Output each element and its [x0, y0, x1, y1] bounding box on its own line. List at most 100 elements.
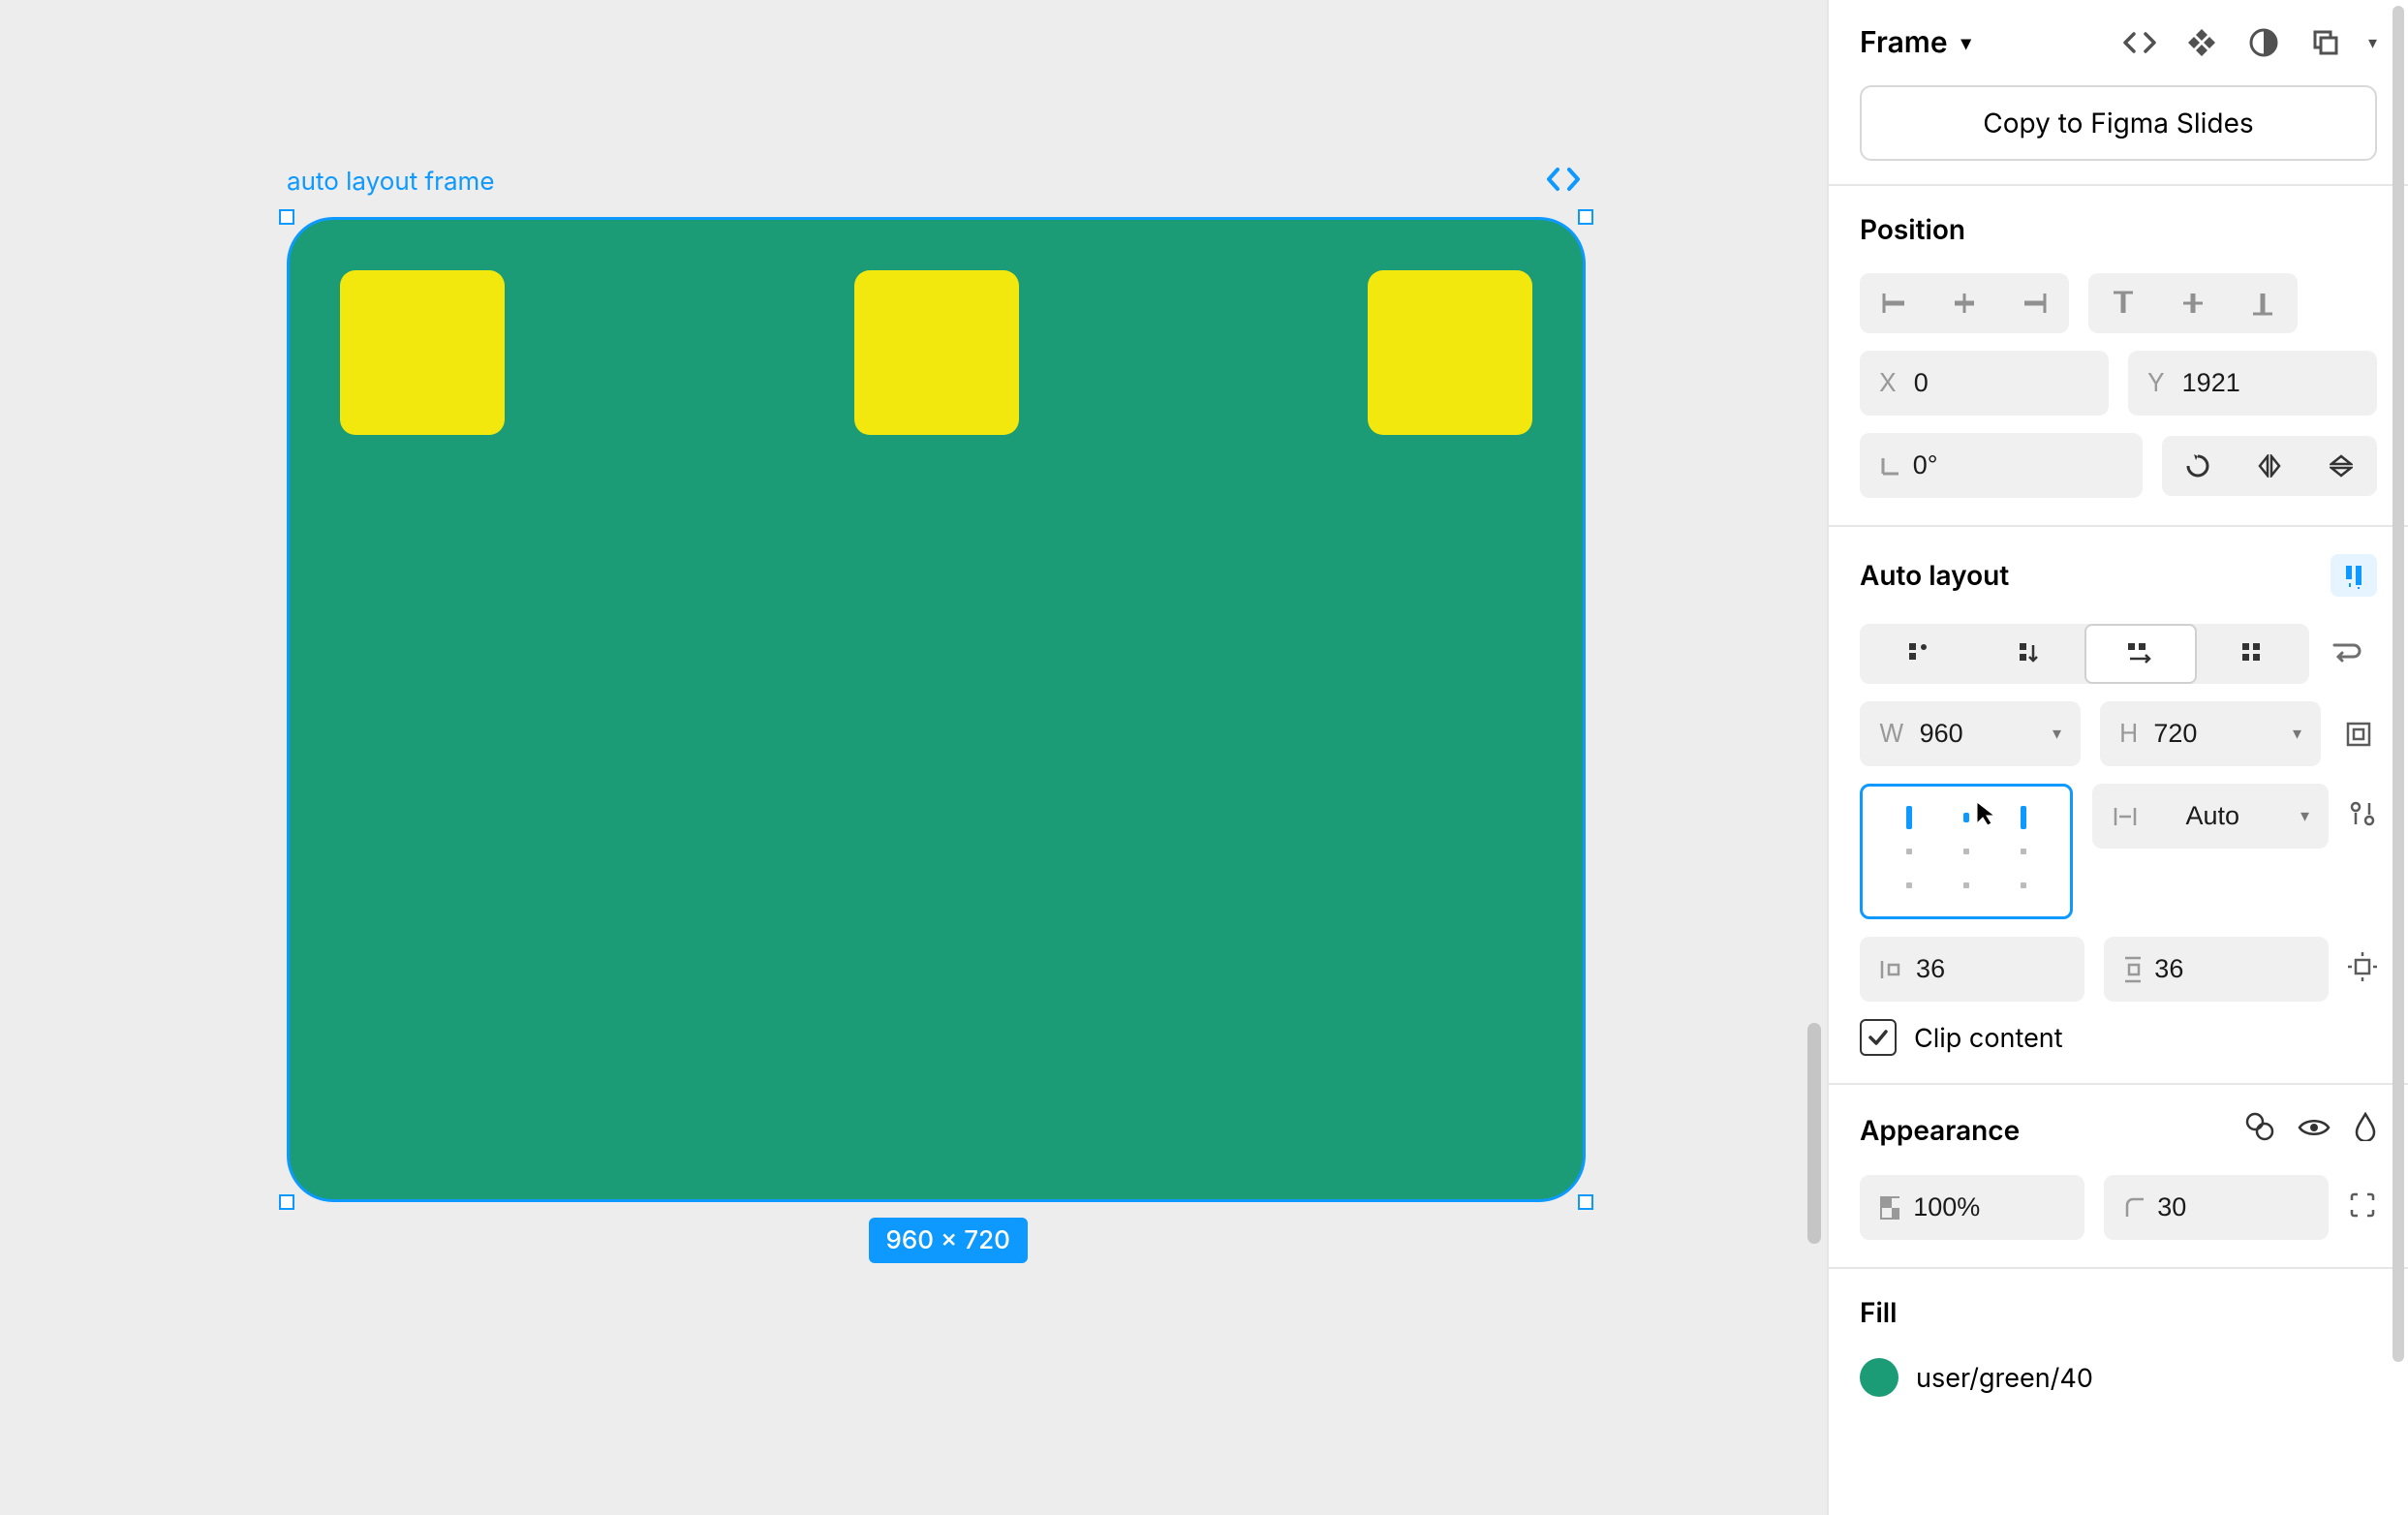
horizontal-padding-field[interactable]: [1860, 937, 2084, 1002]
align-bot-right[interactable]: [1995, 869, 2053, 903]
individual-padding-icon[interactable]: [2348, 952, 2377, 987]
auto-layout-settings-badge[interactable]: [2331, 554, 2377, 597]
alignment-grid[interactable]: [1860, 784, 2073, 919]
copy-to-slides-button[interactable]: Copy to Figma Slides: [1860, 85, 2377, 161]
position-section: Position X Y: [1829, 186, 2408, 525]
droplet-icon[interactable]: [2354, 1112, 2377, 1148]
align-left-button[interactable]: [1860, 273, 1929, 333]
gap-icon: [2112, 806, 2139, 827]
h-padding-icon: [1879, 959, 1902, 980]
x-input[interactable]: [1914, 368, 2089, 398]
align-bot-center[interactable]: [1937, 869, 1994, 903]
opacity-input[interactable]: [1913, 1192, 2065, 1222]
appearance-section: Appearance: [1829, 1085, 2408, 1267]
rotate-button[interactable]: [2162, 436, 2234, 496]
chevron-down-icon[interactable]: ▾: [2053, 724, 2061, 744]
align-top-center[interactable]: [1937, 800, 1994, 834]
rotation-field[interactable]: [1860, 433, 2143, 498]
resize-to-fit-icon[interactable]: [2340, 716, 2377, 753]
chevron-down-icon[interactable]: ▾: [2300, 806, 2309, 826]
dimensions-badge: 960 × 720: [869, 1218, 1028, 1263]
align-bot-left[interactable]: [1880, 869, 1937, 903]
flip-vertical-button[interactable]: [2305, 436, 2377, 496]
direction-wrap-button[interactable]: [2197, 624, 2309, 684]
height-input[interactable]: [2153, 719, 2231, 749]
direction-vertical-arrow-button[interactable]: [1972, 624, 2084, 684]
advanced-settings-icon[interactable]: [2348, 799, 2377, 834]
dev-mode-icon[interactable]: [1546, 167, 1581, 199]
fill-section: Fill: [1829, 1269, 2408, 1358]
position-title: Position: [1860, 213, 2377, 246]
appearance-title: Appearance: [1860, 1114, 2020, 1147]
canvas-scrollbar[interactable]: [1807, 1023, 1821, 1244]
direction-vertical-button[interactable]: [1860, 624, 1972, 684]
individual-corners-icon[interactable]: [2348, 1190, 2377, 1225]
align-mid-right[interactable]: [1995, 834, 2053, 868]
width-field[interactable]: W ▾: [1860, 701, 2081, 766]
duplicate-icon[interactable]: [2306, 23, 2345, 62]
chevron-down-icon: ▾: [1961, 31, 1971, 54]
opacity-field[interactable]: [1860, 1175, 2084, 1240]
fill-title: Fill: [1860, 1296, 2377, 1329]
height-field[interactable]: H ▾: [2100, 701, 2321, 766]
contrast-icon[interactable]: [2244, 23, 2283, 62]
auto-layout-title: Auto layout: [1860, 559, 2009, 592]
width-input[interactable]: [1920, 719, 1997, 749]
checkmark-icon: [1867, 1026, 1890, 1049]
v-padding-icon: [2123, 955, 2141, 984]
y-label: Y: [2147, 368, 2165, 398]
auto-layout-section: Auto layout W ▾: [1829, 527, 2408, 1083]
radius-icon: [2123, 1195, 2144, 1221]
y-input[interactable]: [2182, 368, 2358, 398]
align-top-left[interactable]: [1880, 800, 1937, 834]
gap-input[interactable]: [2185, 801, 2253, 831]
corner-radius-field[interactable]: [2104, 1175, 2329, 1240]
dev-mode-icon[interactable]: [2120, 23, 2159, 62]
style-icon[interactable]: [2245, 1112, 2274, 1148]
align-h-center-button[interactable]: [1929, 273, 1999, 333]
align-v-center-button[interactable]: [2158, 273, 2228, 333]
align-mid-left[interactable]: [1880, 834, 1937, 868]
align-right-button[interactable]: [1999, 273, 2069, 333]
canvas-area[interactable]: auto layout frame 960 × 720: [0, 0, 1827, 1515]
child-box-2[interactable]: [854, 270, 1019, 435]
reverse-icon[interactable]: [2329, 637, 2362, 670]
clip-content-checkbox[interactable]: [1860, 1019, 1897, 1056]
vertical-padding-field[interactable]: [2104, 937, 2329, 1002]
h-padding-input[interactable]: [1916, 954, 2065, 984]
clip-content-label: Clip content: [1914, 1022, 2063, 1054]
fill-color-swatch[interactable]: [1860, 1358, 1899, 1397]
x-label: X: [1879, 368, 1897, 398]
y-position-field[interactable]: Y: [2128, 351, 2377, 416]
align-mid-center[interactable]: [1937, 834, 1994, 868]
x-position-field[interactable]: X: [1860, 351, 2109, 416]
frame-label[interactable]: auto layout frame: [287, 167, 494, 197]
align-top-right[interactable]: [1995, 800, 2053, 834]
panel-scrollbar[interactable]: [2393, 6, 2404, 1362]
vertical-align-group: [2088, 273, 2298, 333]
selection-handle-tl[interactable]: [279, 209, 294, 225]
rotation-input[interactable]: [1913, 450, 2123, 480]
selection-handle-bl[interactable]: [279, 1194, 294, 1210]
eye-icon[interactable]: [2298, 1112, 2331, 1148]
chevron-down-icon[interactable]: ▾: [2293, 724, 2301, 744]
flip-horizontal-button[interactable]: [2234, 436, 2305, 496]
align-bottom-button[interactable]: [2228, 273, 2298, 333]
angle-icon: [1879, 454, 1899, 478]
w-label: W: [1879, 719, 1904, 749]
child-box-1[interactable]: [340, 270, 505, 435]
radius-input[interactable]: [2157, 1192, 2309, 1222]
child-box-3[interactable]: [1368, 270, 1532, 435]
frame-type-dropdown[interactable]: Frame ▾: [1860, 25, 1971, 60]
opacity-icon: [1879, 1195, 1899, 1221]
selection-handle-tr[interactable]: [1578, 209, 1593, 225]
v-padding-input[interactable]: [2154, 954, 2309, 984]
selection-handle-br[interactable]: [1578, 1194, 1593, 1210]
chevron-down-icon[interactable]: ▾: [2368, 33, 2377, 53]
direction-horizontal-button[interactable]: [2084, 624, 2197, 684]
horizontal-align-group: [1860, 273, 2069, 333]
align-top-button[interactable]: [2088, 273, 2158, 333]
auto-layout-frame[interactable]: [287, 217, 1586, 1202]
gap-field[interactable]: ▾: [2092, 784, 2329, 849]
component-icon[interactable]: [2182, 23, 2221, 62]
